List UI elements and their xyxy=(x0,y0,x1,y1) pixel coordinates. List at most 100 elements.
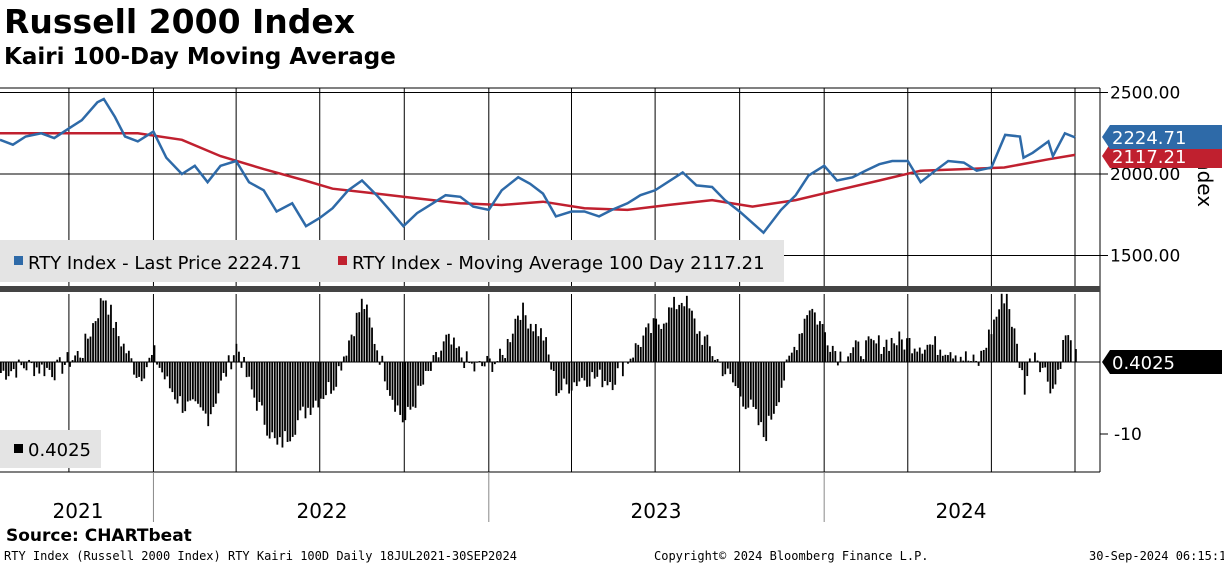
kairi-bar xyxy=(867,336,870,362)
kairi-bar xyxy=(340,362,343,371)
kairi-bar xyxy=(1005,293,1008,362)
kairi-bar xyxy=(261,362,263,406)
kairi-bar xyxy=(524,315,527,362)
kairi-bar xyxy=(586,362,588,387)
kairi-bar xyxy=(824,332,826,362)
kairi-bar xyxy=(860,356,862,362)
kairi-bar xyxy=(819,321,821,362)
kairi-bar xyxy=(606,362,609,386)
kairi-bar xyxy=(532,331,535,362)
kairi-bar xyxy=(417,362,420,386)
kairi-bar xyxy=(120,346,123,362)
kairi-bar xyxy=(821,324,824,362)
kairi-bar xyxy=(455,347,458,362)
kairi-bar xyxy=(399,362,402,415)
kairi-bar xyxy=(127,350,130,362)
kairi-bar xyxy=(110,304,112,362)
kairi-bar xyxy=(552,362,555,371)
kairi-bar xyxy=(158,362,161,368)
kairi-bar xyxy=(783,362,786,381)
kairi-bar xyxy=(706,334,709,362)
kairi-bar xyxy=(739,362,742,397)
kairi-bar xyxy=(161,362,164,373)
kairi-bar xyxy=(616,362,619,369)
kairi-bar xyxy=(939,349,942,362)
kairi-bar xyxy=(806,315,809,362)
kairi-bar xyxy=(171,362,174,393)
kairi-bar xyxy=(373,343,376,362)
kairi-bar xyxy=(286,362,289,442)
kairi-bar xyxy=(197,362,199,404)
kairi-bar xyxy=(432,355,435,362)
kairi-bar xyxy=(355,312,358,362)
kairi-bar xyxy=(1062,339,1065,362)
kairi-bar xyxy=(650,333,652,362)
kairi-bar xyxy=(327,362,330,383)
kairi-bar xyxy=(555,362,558,396)
legend-ma-swatch xyxy=(338,256,347,265)
kairi-bar xyxy=(637,344,640,362)
footer-timestamp: 30-Sep-2024 06:15:14 xyxy=(1089,549,1224,563)
kairi-bar xyxy=(2,362,5,371)
kairi-bar xyxy=(708,346,711,362)
kairi-bar xyxy=(993,319,995,362)
kairi-bar xyxy=(181,362,184,413)
kairi-bar xyxy=(903,349,906,362)
kairi-bar xyxy=(250,362,253,390)
kairi-bar xyxy=(391,362,394,400)
kairi-bar xyxy=(980,350,983,362)
kairi-bar xyxy=(593,362,596,379)
kairi-bar xyxy=(921,353,924,362)
kairi-bar xyxy=(522,302,524,362)
kairi-bar xyxy=(496,361,499,362)
kairi-bar xyxy=(153,345,156,362)
kairi-bar xyxy=(0,362,2,374)
kairi-bar xyxy=(112,327,115,362)
kairi-bar xyxy=(929,344,931,362)
kairi-bar xyxy=(299,362,302,411)
kairi-bar xyxy=(46,362,48,368)
kairi-last-value-tag-text: 0.4025 xyxy=(1112,353,1175,374)
kairi-bar xyxy=(870,338,873,362)
kairi-bar xyxy=(511,333,514,362)
kairi-bar xyxy=(780,362,783,388)
kairi-bar xyxy=(1011,326,1013,362)
panel-separator xyxy=(0,286,1100,292)
kairi-bar xyxy=(43,362,46,377)
kairi-bar xyxy=(762,362,765,438)
chart-subtitle: Kairi 100-Day Moving Average xyxy=(4,44,396,70)
kairi-bar xyxy=(376,350,379,362)
kairi-bar xyxy=(48,362,51,370)
kairi-bar xyxy=(962,360,965,362)
legend-price-label: RTY Index - Last Price 2224.71 xyxy=(28,253,302,274)
kairi-bar xyxy=(514,318,517,362)
kairi-bar xyxy=(967,360,970,362)
x-year-label: 2024 xyxy=(936,499,987,523)
kairi-bar xyxy=(5,362,7,380)
kairi-bar xyxy=(488,358,491,362)
kairi-bar xyxy=(854,340,857,362)
lower-y-tick-label: -10 xyxy=(1114,425,1142,445)
kairi-bar xyxy=(660,328,663,362)
kairi-bar xyxy=(1028,358,1031,362)
kairi-bar xyxy=(509,342,512,362)
kairi-bar xyxy=(1016,343,1018,362)
kairi-bar xyxy=(202,362,205,411)
kairi-bar xyxy=(749,362,752,400)
kairi-bar xyxy=(122,343,125,362)
kairi-bar xyxy=(1057,362,1059,370)
kairi-bar xyxy=(581,362,583,378)
kairi-bar xyxy=(862,359,865,362)
kairi-bar xyxy=(570,362,573,391)
kairi-bar xyxy=(716,359,719,362)
kairi-bar xyxy=(744,362,747,410)
kairi-bar xyxy=(207,362,210,427)
kairi-bar xyxy=(926,344,929,362)
kairi-bar xyxy=(614,362,617,385)
kairi-bar xyxy=(442,341,445,362)
kairi-bar xyxy=(470,362,473,364)
kairi-bar xyxy=(583,362,586,381)
kairi-bar xyxy=(949,352,952,362)
kairi-bar xyxy=(493,362,496,365)
kairi-bar xyxy=(460,357,463,362)
